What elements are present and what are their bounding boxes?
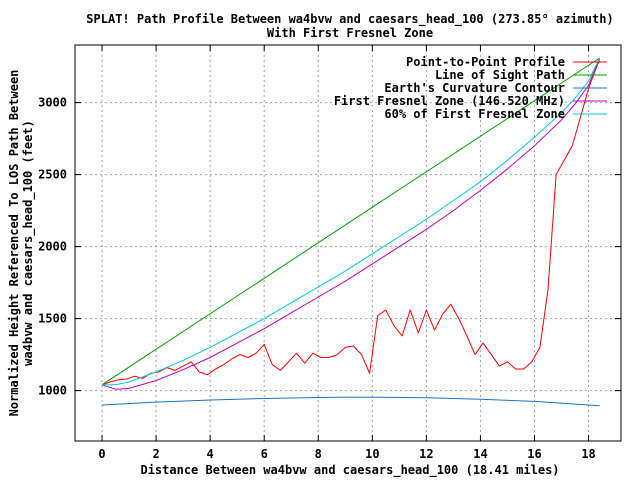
x-tick-label: 16	[527, 447, 541, 461]
series-line-3	[101, 57, 601, 390]
grid-lines	[75, 45, 621, 441]
x-tick-label: 4	[207, 447, 214, 461]
axis-ticks: 0 2 4 6 8 10 12 14 16 18 1000 1500 2000 2500 3000	[38, 45, 621, 461]
legend-label-4: 60% of First Fresnel Zone	[384, 107, 565, 121]
series-line-4	[102, 57, 601, 386]
y-axis-label-line1: Normalized Height Referenced To LOS Path…	[7, 70, 21, 417]
plot-frame	[74, 44, 622, 442]
y-tick-label: 2000	[38, 240, 67, 254]
x-tick-label: 8	[315, 447, 322, 461]
series-line-0	[101, 59, 601, 386]
chart-title-line1: SPLAT! Path Profile Between wa4bvw and c…	[86, 12, 613, 27]
y-tick-label: 3000	[38, 96, 67, 110]
x-tick-label: 14	[473, 447, 487, 461]
x-tick-label: 10	[365, 447, 379, 461]
x-tick-label: 2	[152, 447, 159, 461]
legend-label-1: Line of Sight Path	[435, 68, 565, 82]
y-axis-label-line2: wa4bvw and caesars_head_100 (feet)	[21, 120, 36, 366]
y-tick-label: 1500	[38, 312, 67, 326]
x-tick-label: 12	[419, 447, 433, 461]
series-lines	[101, 57, 601, 407]
x-tick-label: 6	[261, 447, 268, 461]
x-tick-label: 18	[581, 447, 595, 461]
y-tick-label: 2500	[38, 168, 67, 182]
series-line-2	[101, 396, 600, 407]
legend-label-0: Point-to-Point Profile	[406, 55, 565, 69]
legend-label-3: First Fresnel Zone (146.520 MHz)	[334, 94, 565, 108]
series-line-1	[101, 57, 600, 386]
legend-label-2: Earth's Curvature Contour	[384, 81, 565, 95]
y-tick-label: 1000	[38, 384, 67, 398]
chart-title: SPLAT! Path Profile Between wa4bvw and c…	[86, 12, 613, 40]
chart-title-line2: With First Fresnel Zone	[267, 26, 433, 40]
x-tick-label: 0	[98, 447, 105, 461]
x-axis-label: Distance Between wa4bvw and caesars_head…	[140, 463, 559, 478]
